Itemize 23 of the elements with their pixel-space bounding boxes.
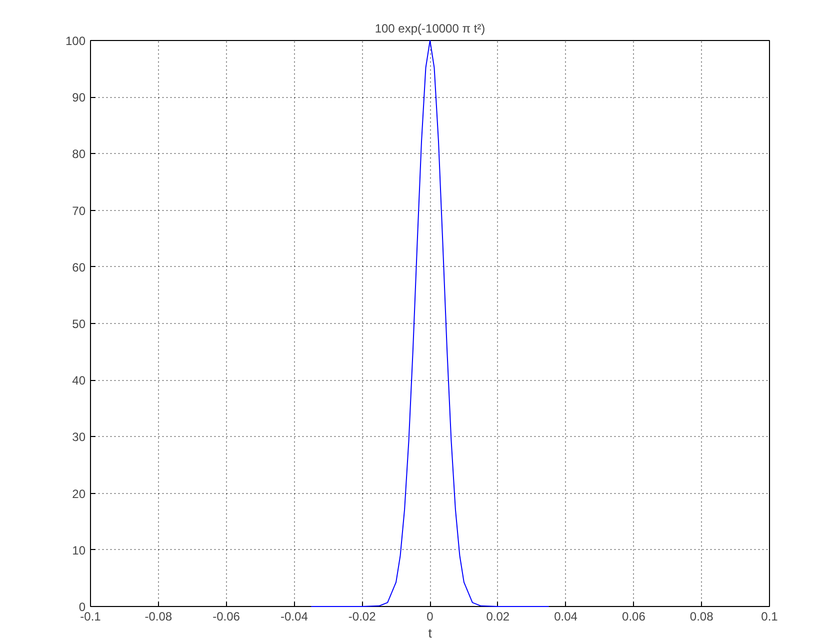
y-tick-label: 100 (65, 34, 86, 48)
x-axis-title: t (428, 626, 432, 640)
x-tick-label: 0 (426, 610, 434, 624)
chart-title: 100 exp(-10000 π t²) (374, 22, 486, 36)
x-tick-label: 0.08 (690, 610, 714, 624)
x-tick-label: 0.06 (622, 610, 646, 624)
y-tick-label: 80 (72, 147, 86, 162)
y-tick-label: 60 (72, 260, 86, 274)
y-tick-label: 20 (72, 486, 86, 501)
x-tick-label: -0.06 (212, 610, 240, 624)
x-tick-label: 0.04 (554, 610, 578, 624)
y-tick-label: 10 (72, 543, 86, 558)
y-tick-label: 30 (72, 430, 86, 444)
x-tick-label: 0.02 (486, 610, 510, 624)
y-tick-label: 90 (72, 90, 86, 105)
x-tick-label: -0.04 (280, 610, 308, 624)
x-tick-label: 0.1 (761, 610, 778, 624)
y-tick-label: 40 (72, 374, 86, 388)
x-tick-label: -0.08 (144, 610, 172, 624)
x-tick-label: -0.02 (348, 610, 376, 624)
y-tick-label: 70 (72, 204, 86, 218)
y-tick-label: 50 (72, 317, 86, 331)
line-series (310, 40, 550, 607)
